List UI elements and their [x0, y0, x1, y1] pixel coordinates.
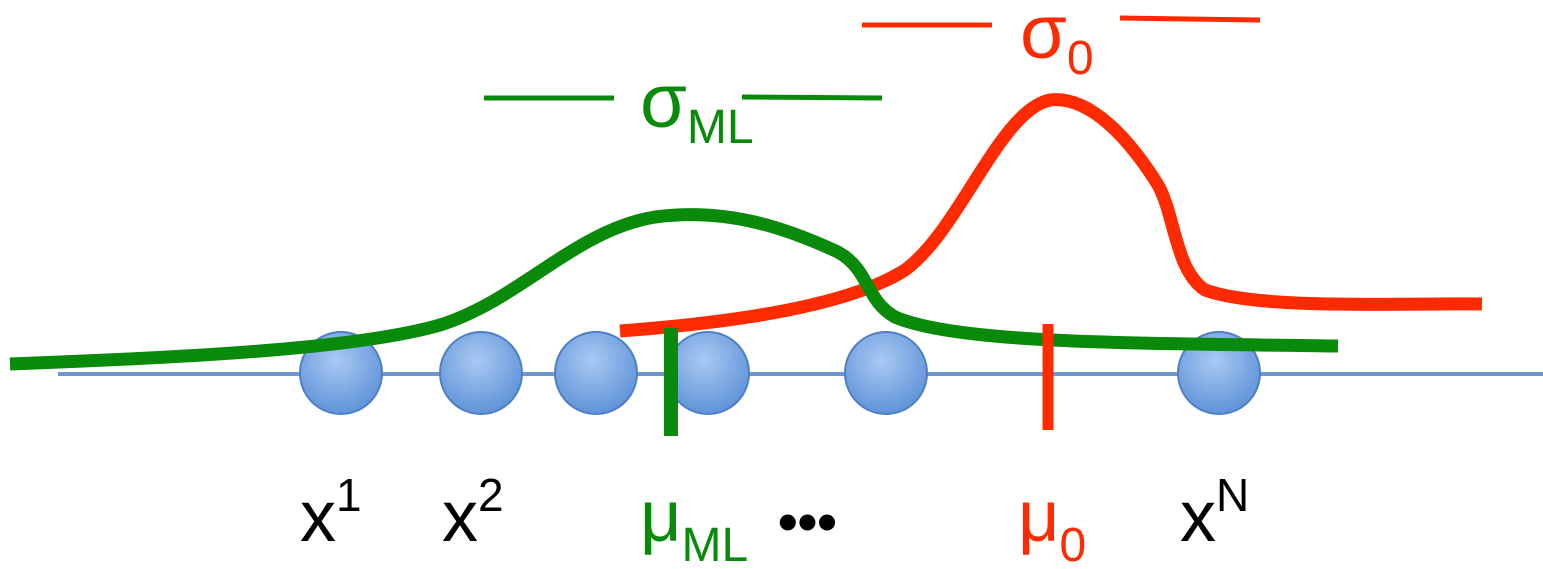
x1-superscript: 1 [336, 469, 362, 521]
sample-points [299, 331, 1261, 415]
sigma-ml-subscript: ML [687, 101, 754, 154]
xN-label: xN [1180, 469, 1249, 557]
sigma-ml-label: σML [640, 59, 754, 154]
mu0-label: μ0 [1018, 477, 1086, 569]
sample-point-x1 [299, 331, 383, 415]
mu-ml-label: μML [640, 477, 748, 569]
mu0-subscript: 0 [1059, 519, 1086, 569]
mu0-symbol: μ [1018, 477, 1059, 557]
xN-base: x [1180, 477, 1216, 557]
sample-point-xN [1177, 331, 1261, 415]
sigma0-subscript: 0 [1067, 32, 1094, 85]
sample-point-x4 [666, 331, 750, 415]
sigma-ml-bar-right [741, 94, 883, 101]
prior-curve [619, 93, 1483, 338]
sample-point-x3 [554, 331, 638, 415]
sigma0-symbol: σ [1020, 0, 1067, 75]
x2-superscript: 2 [478, 469, 504, 521]
sigma0-label: σ0 [1020, 0, 1094, 85]
ml-curve [9, 208, 1339, 371]
sigma0-bar-right [1119, 15, 1261, 23]
ellipsis-label: ••• [778, 490, 837, 553]
x1-label: x1 [300, 469, 362, 557]
mu-ml-symbol: μ [640, 477, 681, 557]
sample-point-x5 [844, 331, 928, 415]
x2-label: x2 [442, 469, 504, 557]
x2-base: x [442, 477, 478, 557]
mu-ml-subscript: ML [681, 519, 748, 569]
sigma-ml-symbol: σ [640, 59, 687, 144]
xN-superscript: N [1216, 469, 1249, 521]
x1-base: x [300, 477, 336, 557]
sample-point-x2 [439, 331, 523, 415]
